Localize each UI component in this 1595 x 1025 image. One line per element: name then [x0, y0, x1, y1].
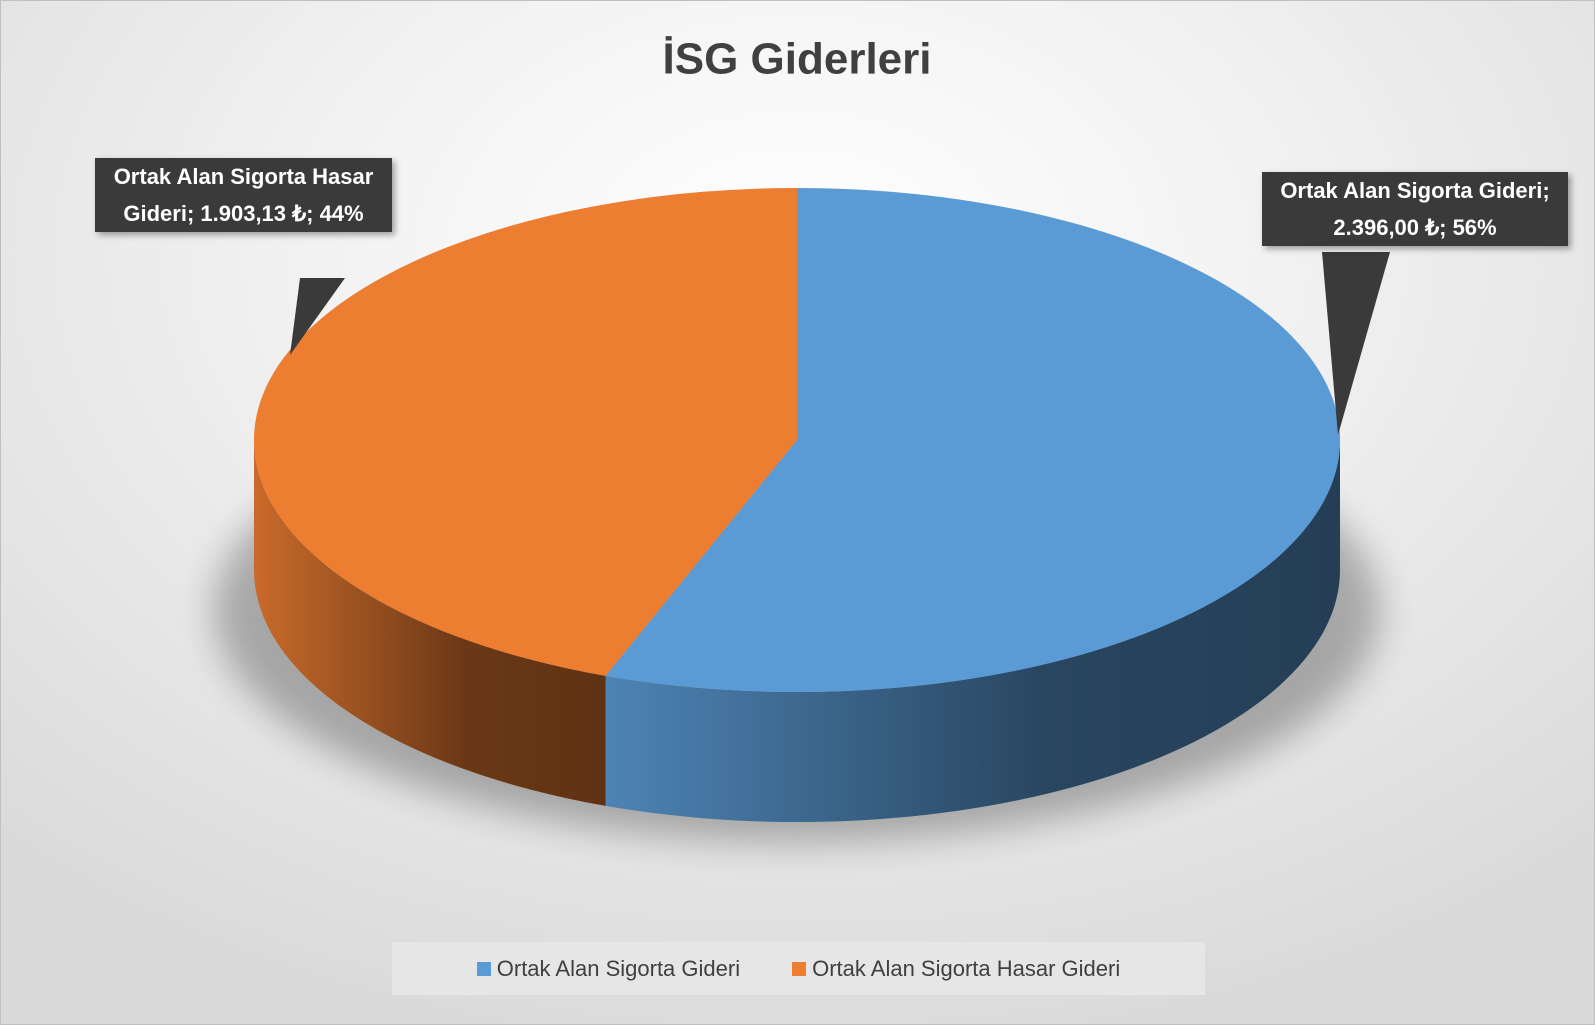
legend-swatch — [792, 961, 807, 976]
legend-item: Ortak Alan Sigorta Hasar Gideri — [792, 956, 1120, 982]
data-label: Ortak Alan Sigorta Hasar Gideri; 1.903,1… — [95, 158, 392, 232]
legend: Ortak Alan Sigorta Gideri Ortak Alan Sigo… — [392, 942, 1205, 995]
callout-pointer — [290, 278, 345, 355]
side-shade — [254, 440, 606, 806]
slice — [605, 188, 1340, 692]
legend-label: Ortak Alan Sigorta Hasar Gideri — [812, 955, 1121, 981]
side-shade — [605, 440, 1340, 823]
slice — [253, 188, 797, 676]
legend-swatch — [476, 961, 491, 976]
chart-title: İSG Giderleri — [663, 35, 932, 84]
legend-item: Ortak Alan Sigorta Gideri — [476, 955, 741, 982]
legend-label: Ortak Alan Sigorta Gideri — [496, 955, 741, 981]
callout-pointer — [1322, 252, 1390, 435]
data-label: Ortak Alan Sigorta Gideri; 2.396,00 ₺; 5… — [1262, 172, 1568, 246]
